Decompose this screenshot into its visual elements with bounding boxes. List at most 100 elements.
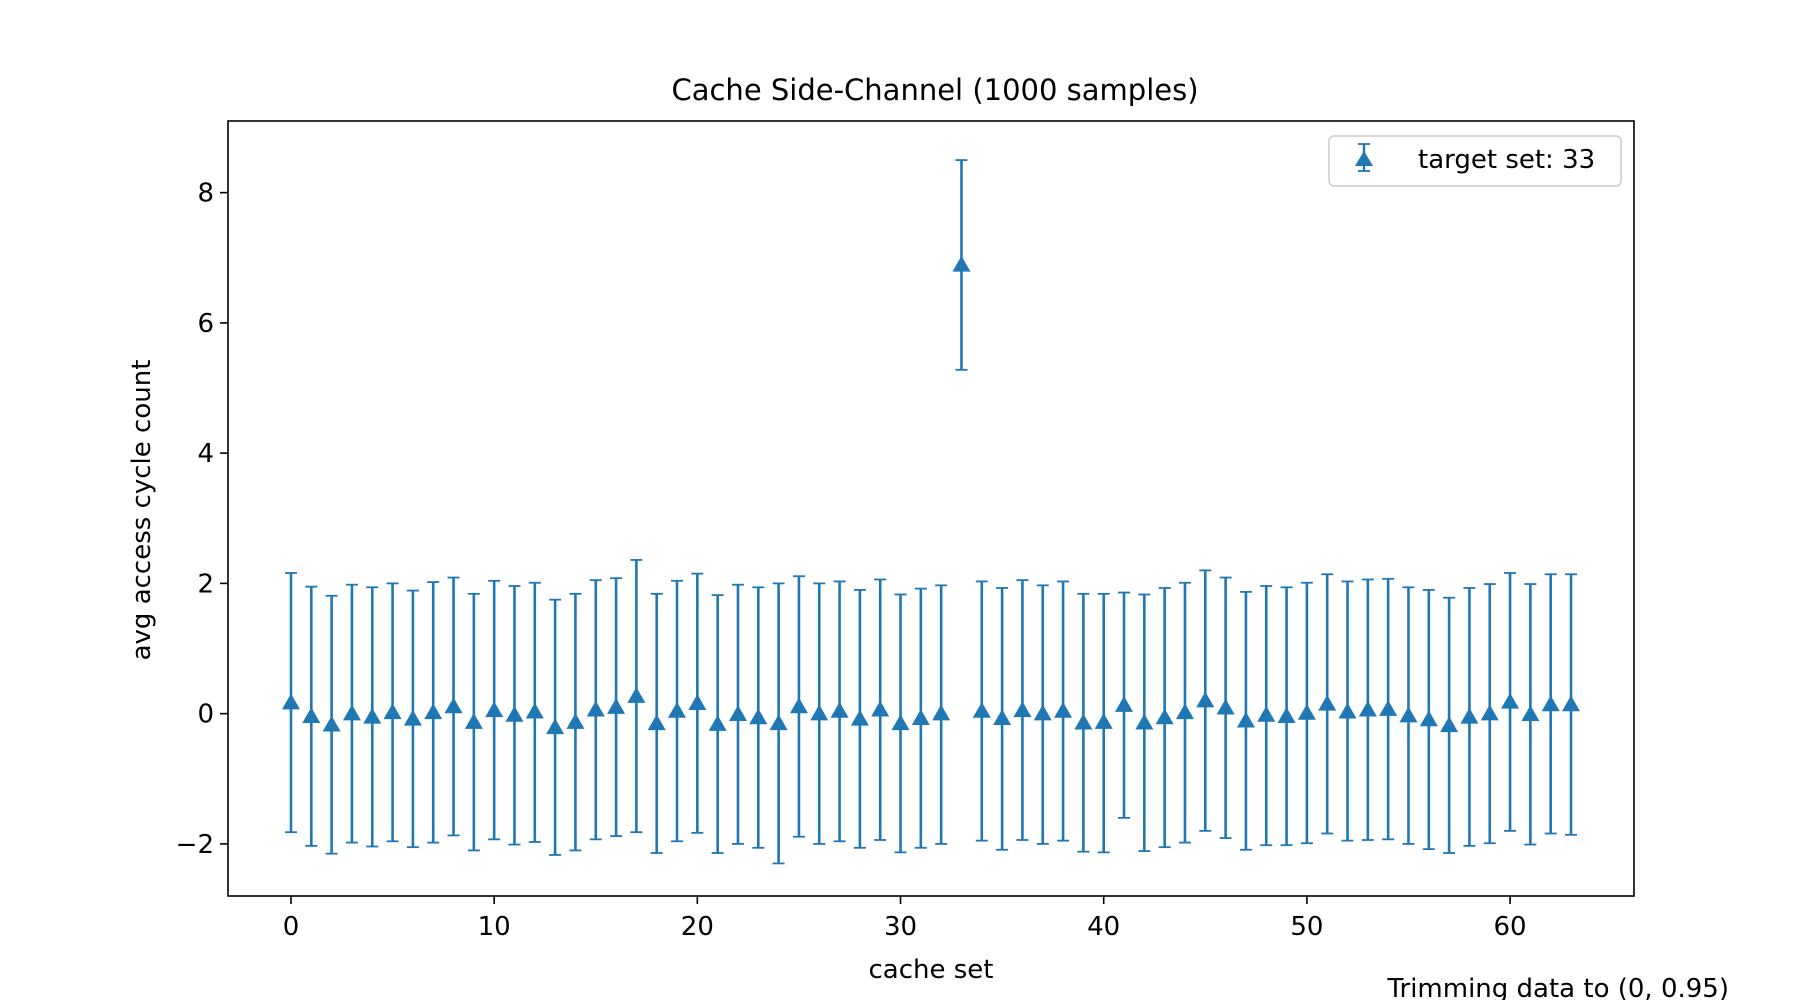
triangle-marker xyxy=(1521,705,1540,722)
series-layer xyxy=(281,159,1581,865)
legend-marker xyxy=(1355,143,1373,172)
data-point xyxy=(668,579,687,843)
triangle-marker xyxy=(1318,694,1337,711)
data-point xyxy=(424,581,443,844)
data-point xyxy=(505,585,524,846)
x-tick-label: 30 xyxy=(884,912,917,942)
data-point xyxy=(383,582,402,843)
data-point xyxy=(403,589,422,849)
triangle-marker xyxy=(932,704,951,721)
data-point xyxy=(1501,572,1520,832)
triangle-marker xyxy=(688,694,707,710)
data-point xyxy=(1033,584,1052,845)
data-point xyxy=(1115,591,1134,819)
data-point xyxy=(871,578,890,841)
triangle-marker xyxy=(383,703,402,720)
data-point xyxy=(1419,589,1438,851)
triangle-marker xyxy=(647,714,666,731)
data-point xyxy=(302,585,321,847)
y-tick-label: 6 xyxy=(197,309,214,339)
triangle-marker xyxy=(668,702,687,718)
data-point xyxy=(1094,592,1113,854)
data-point xyxy=(850,589,869,849)
data-point xyxy=(1440,596,1459,854)
triangle-marker xyxy=(444,697,463,714)
triangle-marker xyxy=(1054,702,1073,718)
x-axis-ticks: 0 10 20 30 40 50 60 xyxy=(283,896,1527,942)
data-point xyxy=(627,559,646,834)
triangle-marker xyxy=(1460,707,1479,724)
data-point xyxy=(444,576,463,837)
data-point xyxy=(891,593,910,854)
data-point xyxy=(546,598,565,856)
trim-annotation: Trimming data to (0, 0.95) xyxy=(1386,974,1729,1000)
data-point xyxy=(1318,573,1337,835)
triangle-marker xyxy=(769,714,788,731)
triangle-marker xyxy=(789,697,808,714)
data-point xyxy=(322,594,341,855)
triangle-marker xyxy=(972,702,991,718)
data-point xyxy=(1521,583,1540,846)
triangle-marker xyxy=(911,709,930,725)
data-point xyxy=(688,572,707,834)
data-point xyxy=(1399,586,1418,845)
data-point xyxy=(281,572,300,834)
data-point xyxy=(1379,577,1398,841)
triangle-marker xyxy=(1196,691,1215,708)
triangle-marker xyxy=(424,703,443,720)
data-point xyxy=(1358,578,1377,841)
triangle-marker xyxy=(1013,701,1032,718)
triangle-marker xyxy=(1094,713,1113,729)
x-tick-label: 50 xyxy=(1290,912,1323,942)
data-point xyxy=(1074,592,1093,853)
triangle-marker xyxy=(281,693,300,710)
triangle-marker xyxy=(627,687,646,703)
legend-triangle xyxy=(1355,151,1373,166)
data-point xyxy=(1277,586,1296,847)
triangle-marker xyxy=(1236,711,1255,728)
triangle-marker xyxy=(1399,706,1418,723)
triangle-marker xyxy=(1175,703,1194,720)
triangle-marker xyxy=(363,707,382,724)
legend-label: target set: 33 xyxy=(1418,145,1595,175)
data-point xyxy=(972,580,991,842)
data-point xyxy=(1196,569,1215,832)
triangle-marker xyxy=(485,701,504,718)
triangle-marker xyxy=(1115,696,1134,712)
x-tick-label: 10 xyxy=(478,912,511,942)
data-point xyxy=(952,159,971,371)
data-point xyxy=(1257,585,1276,847)
legend: target set: 33 xyxy=(1328,135,1622,187)
data-point xyxy=(566,592,585,852)
y-tick-label: −2 xyxy=(176,830,214,860)
triangle-marker xyxy=(1501,692,1520,709)
data-point xyxy=(1175,581,1194,844)
data-point xyxy=(789,575,808,838)
chart-title: Cache Side-Channel (1000 samples) xyxy=(671,73,1198,107)
data-point xyxy=(1338,580,1357,842)
triangle-marker xyxy=(1216,698,1235,715)
data-point xyxy=(586,579,605,841)
triangle-marker xyxy=(952,255,971,272)
data-point xyxy=(1541,573,1560,835)
triangle-marker xyxy=(1541,695,1560,712)
y-tick-label: 0 xyxy=(197,700,214,730)
triangle-marker xyxy=(749,708,768,725)
triangle-marker xyxy=(1033,704,1052,721)
triangle-marker xyxy=(1155,708,1174,725)
data-point xyxy=(1155,587,1174,849)
triangle-marker xyxy=(1440,716,1459,733)
data-point xyxy=(932,584,951,845)
data-point xyxy=(708,594,727,854)
data-point xyxy=(1054,580,1073,842)
data-point xyxy=(749,586,768,849)
triangle-marker xyxy=(1358,700,1377,717)
data-point xyxy=(525,581,544,843)
triangle-marker xyxy=(830,702,849,718)
triangle-marker xyxy=(525,702,544,719)
data-point xyxy=(1216,576,1235,839)
triangle-marker xyxy=(342,704,361,721)
x-tick-label: 20 xyxy=(681,912,714,942)
x-tick-label: 0 xyxy=(283,912,300,942)
data-point xyxy=(728,583,747,845)
